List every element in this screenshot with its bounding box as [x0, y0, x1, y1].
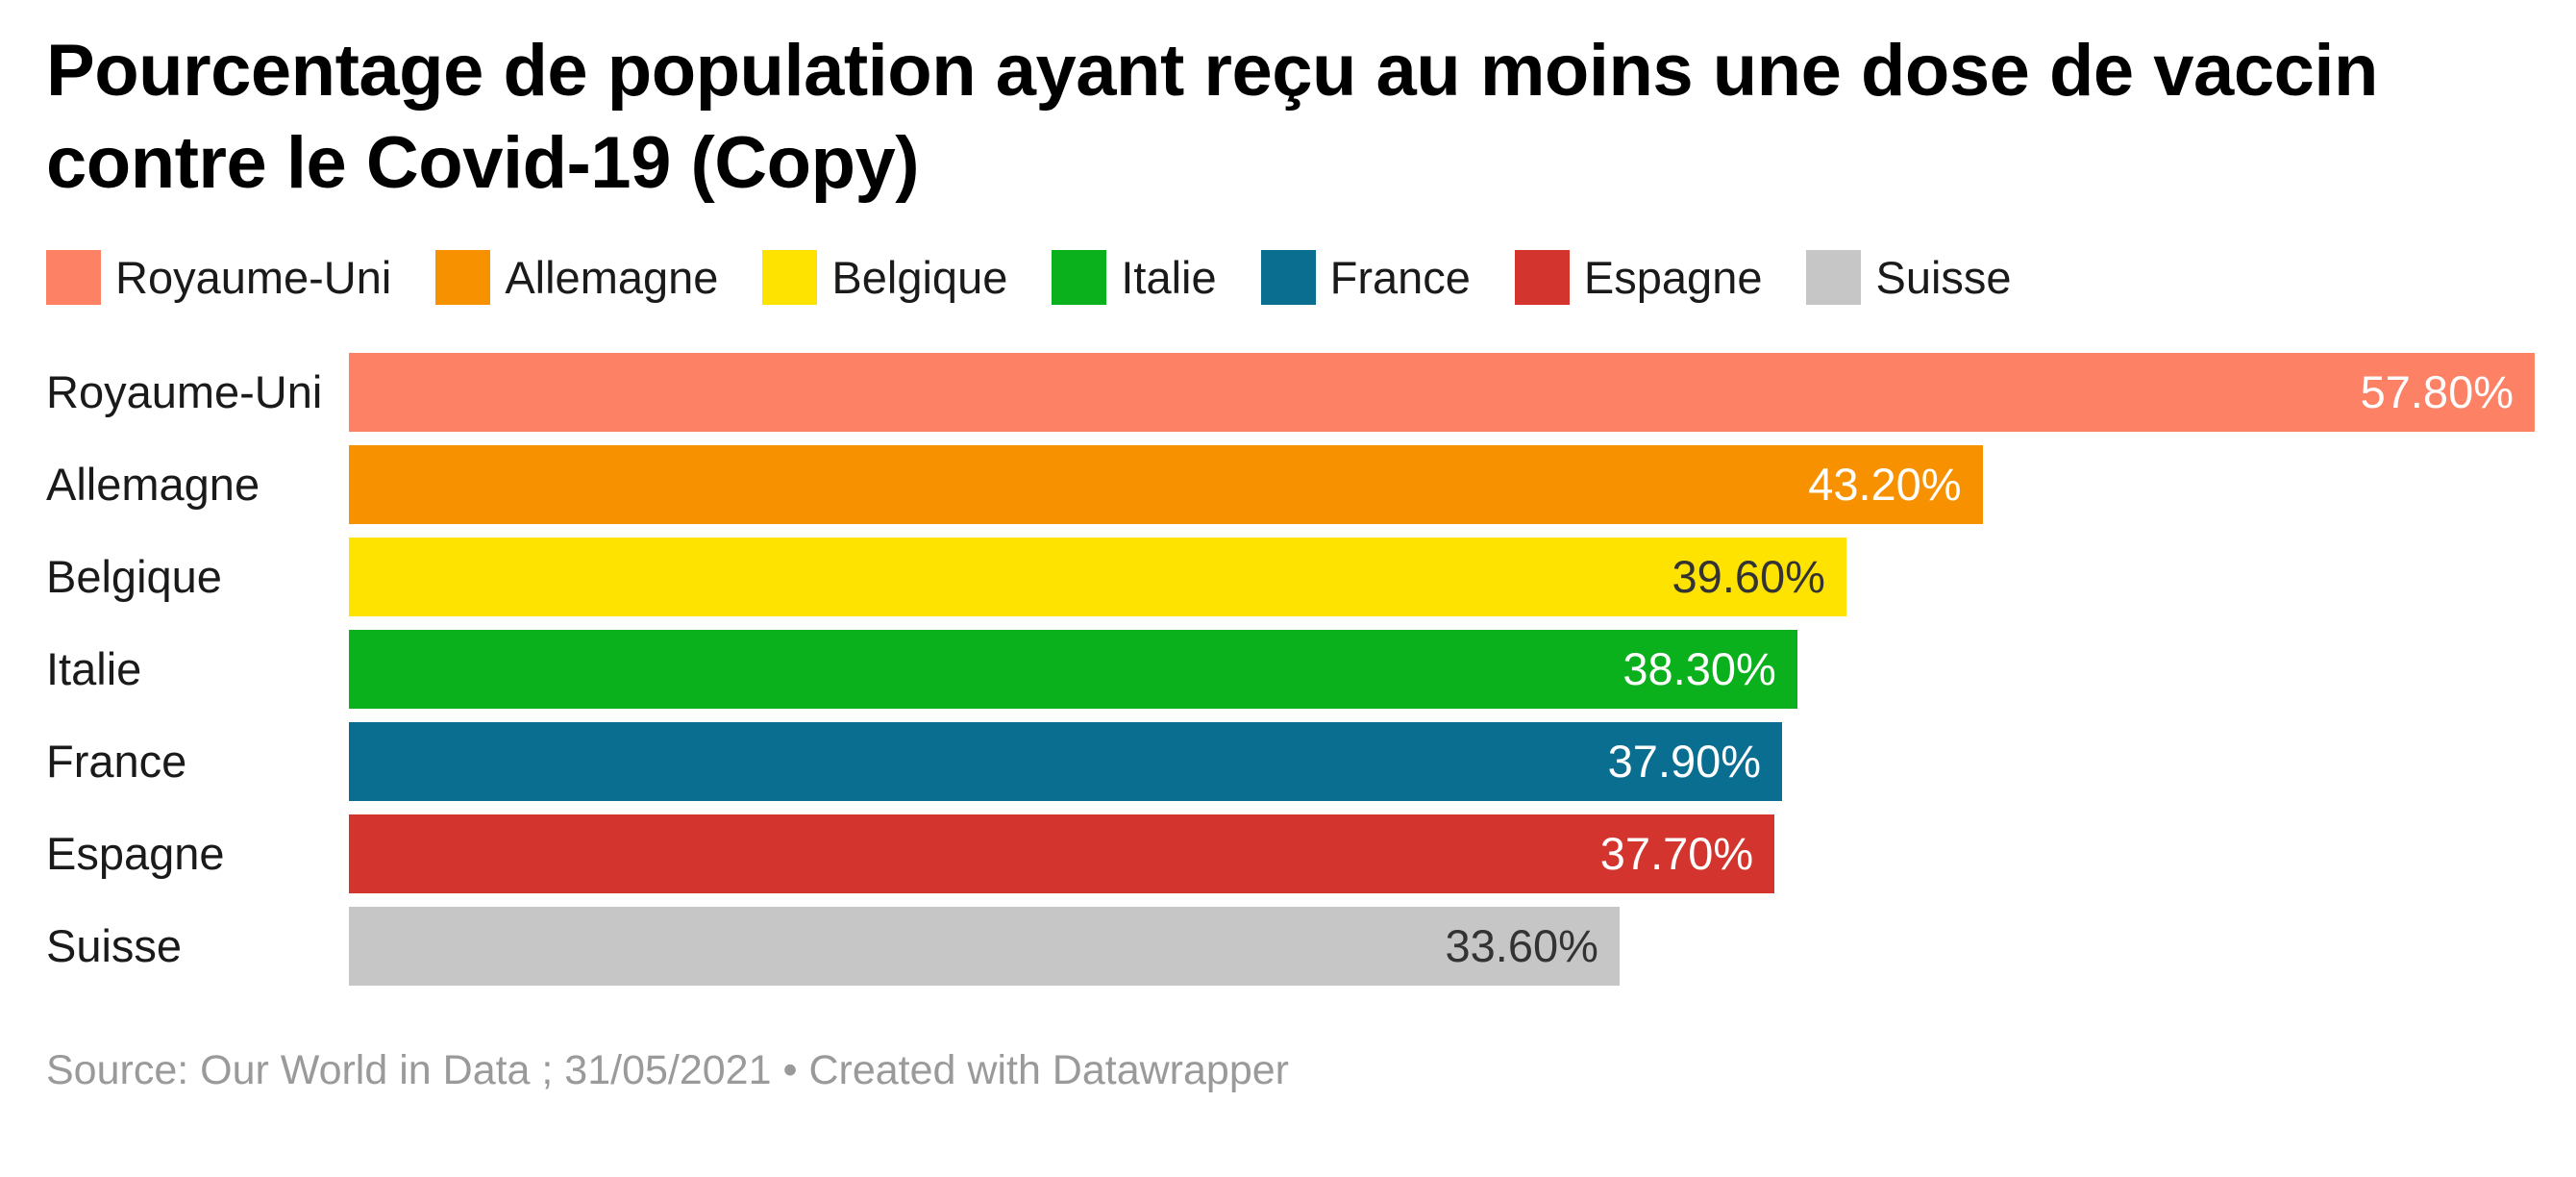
legend-swatch-icon [435, 249, 491, 305]
bar-row: Allemagne 43.20% [46, 444, 2547, 524]
bar-row: Royaume-Uni 57.80% [46, 352, 2547, 432]
bar-track: 33.60% [349, 906, 2535, 986]
bar-track: 37.90% [349, 721, 2535, 801]
legend: Royaume-Uni Allemagne Belgique Italie France… [46, 249, 2547, 305]
legend-item-label: Belgique [831, 251, 1008, 303]
bar-track: 57.80% [349, 352, 2535, 432]
bar-row: Suisse 33.60% [46, 906, 2547, 986]
bar-france[interactable]: 37.90% [349, 721, 1783, 801]
bar-value-label: 33.60% [1445, 920, 1598, 971]
legend-item-label: Royaume-Uni [115, 251, 392, 303]
legend-item: Royaume-Uni [46, 249, 392, 305]
bar-row-label: Suisse [46, 920, 183, 971]
bar-value-label: 39.60% [1672, 551, 1825, 602]
source-note: Source: Our World in Data ; 31/05/2021 •… [46, 1046, 1289, 1093]
legend-item-label: France [1329, 251, 1471, 303]
legend-item: France [1260, 249, 1471, 305]
bar-track: 37.70% [349, 814, 2535, 893]
bar-italie[interactable]: 38.30% [349, 629, 1797, 709]
legend-item: Belgique [762, 249, 1008, 305]
legend-swatch-icon [762, 249, 818, 305]
legend-item: Espagne [1514, 249, 1763, 305]
bar-row-label: Belgique [46, 551, 222, 602]
bar-chart: Royaume-Uni 57.80% Allemagne 43.20% Belgique… [46, 352, 2547, 986]
legend-item: Suisse [1806, 249, 2012, 305]
legend-swatch-icon [1052, 249, 1107, 305]
legend-swatch-icon [1514, 249, 1570, 305]
bar-row-label: France [46, 736, 187, 787]
bar-espagne[interactable]: 37.70% [349, 814, 1775, 893]
bar-row-label: Allemagne [46, 459, 260, 510]
bar-suisse[interactable]: 33.60% [349, 906, 1620, 986]
legend-item-label: Allemagne [505, 251, 719, 303]
bar-row: Belgique 39.60% [46, 537, 2547, 616]
bar-row-label: Royaume-Uni [46, 366, 323, 417]
legend-item: Allemagne [435, 249, 719, 305]
bar-row-label: Italie [46, 643, 142, 694]
bar-royaume-uni[interactable]: 57.80% [349, 352, 2535, 432]
bar-value-label: 37.90% [1607, 736, 1762, 787]
bar-value-label: 38.30% [1622, 643, 1776, 694]
legend-swatch-icon [1806, 249, 1862, 305]
bar-row: Italie 38.30% [46, 629, 2547, 709]
bar-allemagne[interactable]: 43.20% [349, 444, 1983, 524]
legend-swatch-icon [46, 249, 101, 305]
legend-item-label: Italie [1121, 251, 1217, 303]
bar-track: 39.60% [349, 537, 2535, 616]
bar-row: France 37.90% [46, 721, 2547, 801]
legend-item-label: Suisse [1875, 251, 2012, 303]
legend-item: Italie [1052, 249, 1217, 305]
bar-row: Espagne 37.70% [46, 814, 2547, 893]
legend-swatch-icon [1260, 249, 1316, 305]
bar-value-label: 57.80% [2360, 366, 2514, 417]
chart-title: Pourcentage de population ayant reçu au … [46, 30, 2378, 204]
legend-item-label: Espagne [1583, 251, 1763, 303]
bar-belgique[interactable]: 39.60% [349, 537, 1846, 616]
bar-track: 38.30% [349, 629, 2535, 709]
bar-value-label: 43.20% [1808, 459, 1962, 510]
bar-value-label: 37.70% [1599, 828, 1754, 879]
bar-track: 43.20% [349, 444, 2535, 524]
bar-row-label: Espagne [46, 828, 225, 879]
